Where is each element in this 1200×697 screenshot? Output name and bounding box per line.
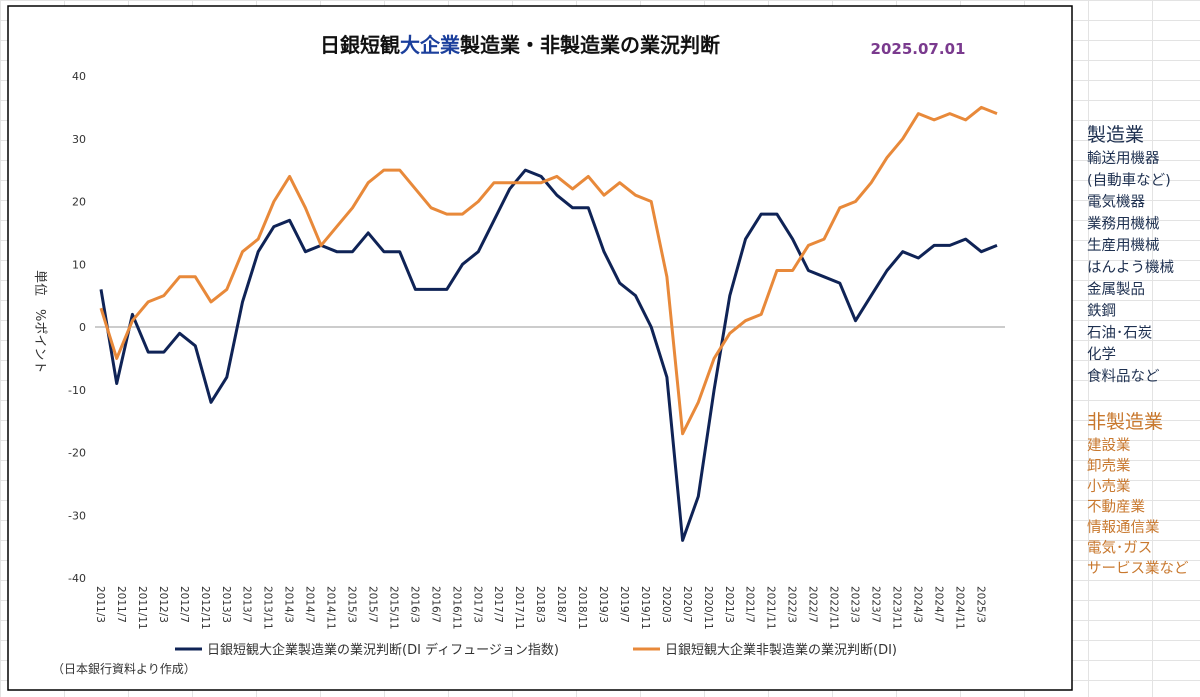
x-tick-label: 2024/3 — [911, 586, 923, 623]
side-item: 小売業 — [1087, 478, 1131, 495]
side-item: 化学 — [1087, 346, 1116, 363]
source-note: （日本銀行資料より作成） — [52, 662, 196, 676]
x-tick-label: 2020/11 — [702, 586, 714, 630]
side-item: 鉄鋼 — [1087, 303, 1116, 320]
side-item: 電気･ガス — [1087, 540, 1152, 557]
x-tick-label: 2011/3 — [94, 586, 106, 623]
x-tick-label: 2018/7 — [555, 586, 567, 623]
side-title: 非製造業 — [1087, 411, 1163, 433]
x-tick-label: 2015/7 — [366, 586, 378, 623]
x-tick-label: 2013/3 — [220, 586, 232, 623]
x-tick-label: 2014/11 — [325, 586, 337, 630]
x-tick-label: 2016/11 — [450, 586, 462, 630]
side-item: 食料品など — [1087, 368, 1160, 385]
title-part: 製造業・非製造業の業況判断 — [460, 33, 720, 57]
x-tick-label: 2016/3 — [408, 586, 420, 623]
side-title: 製造業 — [1087, 124, 1144, 146]
title-part: 日銀短観 — [320, 33, 400, 57]
x-tick-label: 2019/7 — [618, 586, 630, 623]
side-item: サービス業など — [1087, 560, 1189, 577]
x-tick-label: 2024/11 — [953, 586, 965, 630]
side-item: 建設業 — [1087, 437, 1131, 454]
x-tick-label: 2023/3 — [849, 586, 861, 623]
side-item: (自動車など) — [1087, 172, 1171, 189]
chart-title: 日銀短観大企業製造業・非製造業の業況判断 — [320, 33, 720, 57]
x-tick-label: 2013/11 — [262, 586, 274, 630]
side-item: はんよう機械 — [1087, 259, 1174, 276]
x-tick-label: 2023/11 — [890, 586, 902, 630]
y-tick-label: 30 — [72, 133, 86, 146]
side-item: 輸送用機器 — [1087, 150, 1160, 167]
x-tick-label: 2017/3 — [471, 586, 483, 623]
x-tick-label: 2017/7 — [492, 586, 504, 623]
series-line — [99, 105, 998, 436]
x-tick-label: 2012/7 — [178, 586, 190, 623]
x-tick-label: 2020/3 — [660, 586, 672, 623]
y-tick-label: 10 — [72, 258, 86, 271]
x-tick-label: 2021/3 — [723, 586, 735, 623]
x-tick-label: 2025/3 — [974, 586, 986, 623]
y-tick-label: -30 — [68, 509, 86, 522]
series-line — [99, 168, 998, 542]
x-tick-label: 2023/7 — [869, 586, 881, 623]
x-tick-label: 2019/11 — [639, 586, 651, 630]
x-tick-label: 2018/11 — [576, 586, 588, 630]
chart-frame — [7, 5, 1073, 691]
x-tick-label: 2020/7 — [681, 586, 693, 623]
x-tick-label: 2022/7 — [807, 586, 819, 623]
x-tick-label: 2019/3 — [597, 586, 609, 623]
x-tick-label: 2015/11 — [387, 586, 399, 630]
x-tick-label: 2021/11 — [765, 586, 777, 630]
x-tick-label: 2018/3 — [534, 586, 546, 623]
y-tick-label: -20 — [68, 447, 86, 460]
x-tick-label: 2022/3 — [786, 586, 798, 623]
x-tick-label: 2022/11 — [828, 586, 840, 630]
side-item: 石油･石炭 — [1087, 324, 1152, 341]
side-item: 金属製品 — [1087, 281, 1145, 298]
title-part: 大企業 — [400, 33, 461, 57]
y-tick-label: 0 — [79, 321, 86, 334]
x-tick-label: 2016/7 — [429, 586, 441, 623]
side-item: 業務用機械 — [1087, 215, 1160, 232]
side-item: 情報通信業 — [1087, 519, 1160, 536]
x-tick-label: 2011/7 — [115, 586, 127, 623]
legend-label: 日銀短観大企業製造業の業況判断(DI ディフュージョン指数) — [207, 642, 559, 658]
x-tick-label: 2024/7 — [932, 586, 944, 623]
x-tick-label: 2017/11 — [513, 586, 525, 630]
y-axis-label: 単位 %ポイント — [32, 270, 48, 373]
x-tick-label: 2013/7 — [241, 586, 253, 623]
side-item: 電気機器 — [1087, 194, 1145, 211]
side-item: 不動産業 — [1087, 499, 1145, 516]
y-tick-label: 20 — [72, 196, 86, 209]
y-tick-label: -40 — [68, 572, 86, 585]
y-tick-label: -10 — [68, 384, 86, 397]
x-tick-label: 2014/3 — [283, 586, 295, 623]
chart-date: 2025.07.01 — [871, 40, 966, 58]
x-tick-label: 2011/11 — [136, 586, 148, 630]
side-item: 卸売業 — [1087, 458, 1131, 475]
x-tick-label: 2015/3 — [346, 586, 358, 623]
side-item: 生産用機械 — [1087, 237, 1160, 254]
y-tick-label: 40 — [72, 70, 86, 83]
x-tick-label: 2014/7 — [304, 586, 316, 623]
x-tick-label: 2021/7 — [744, 586, 756, 623]
legend-label: 日銀短観大企業非製造業の業況判断(DI) — [665, 642, 897, 658]
x-tick-label: 2012/11 — [199, 586, 211, 630]
x-tick-label: 2012/3 — [157, 586, 169, 623]
